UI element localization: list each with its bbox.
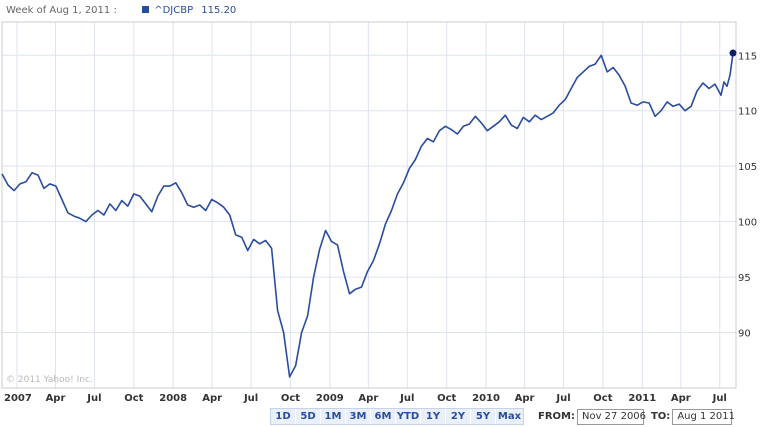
y-tick-label: 95 <box>738 273 751 284</box>
x-tick-label: Jul <box>555 393 570 404</box>
from-label: FROM: <box>538 411 575 422</box>
y-tick-label: 105 <box>738 162 757 173</box>
x-tick-label: Oct <box>593 393 612 404</box>
x-tick-label: Apr <box>46 393 66 404</box>
x-tick-labels: 2007 Apr Jul Oct 2008 Apr Jul Oct 2009 Apr Jul Oct 2… <box>4 393 727 404</box>
x-tick-label: 2009 <box>316 393 344 404</box>
x-tick-label: Jul <box>399 393 414 404</box>
x-tick-label: Oct <box>281 393 300 404</box>
to-date-input[interactable]: Aug 1 2011 <box>672 408 735 425</box>
x-tick-label: Jul <box>712 393 727 404</box>
copyright-text: © 2011 Yahoo! Inc. <box>6 375 93 385</box>
last-value-marker <box>729 49 737 57</box>
range-button-max[interactable]: Max <box>496 409 523 424</box>
from-date-input[interactable]: Nov 27 2006 <box>576 408 646 425</box>
range-button-ytd[interactable]: YTD <box>396 409 421 424</box>
range-button-1d[interactable]: 1D <box>271 409 296 424</box>
range-button-3m[interactable]: 3M <box>346 409 371 424</box>
x-tick-label: 2007 <box>4 393 32 404</box>
x-tick-label: Apr <box>671 393 691 404</box>
range-button-5y[interactable]: 5Y <box>471 409 496 424</box>
y-tick-labels: 90 95 100 105 110 115 <box>738 51 757 339</box>
legend-series-value: 115.20 <box>201 5 237 16</box>
week-label: Week of Aug 1, 2011 : <box>6 5 117 16</box>
y-gridlines <box>2 54 736 334</box>
range-button-1m[interactable]: 1M <box>321 409 346 424</box>
x-tick-label: 2011 <box>628 393 656 404</box>
x-tick-label: 2010 <box>472 393 500 404</box>
date-range-controls: FROM: Nov 27 2006 TO: Aug 1 2011 <box>538 408 735 425</box>
y-tick-label: 110 <box>738 107 757 118</box>
legend-series-name: ^DJCBP <box>154 5 194 16</box>
x-gridlines <box>16 22 721 388</box>
x-tick-label: Oct <box>124 393 143 404</box>
x-tick-label: Oct <box>437 393 456 404</box>
range-button-1y[interactable]: 1Y <box>421 409 446 424</box>
range-button-5d[interactable]: 5D <box>296 409 321 424</box>
x-tick-label: Apr <box>515 393 535 404</box>
range-button-group: 1D 5D 1M 3M 6M YTD 1Y 2Y 5Y Max <box>270 408 524 425</box>
plot-frame <box>1 21 737 389</box>
x-tick-label: Apr <box>202 393 222 404</box>
x-tick-label: Jul <box>243 393 258 404</box>
to-label: TO: <box>650 411 671 422</box>
y-tick-label: 115 <box>738 51 757 62</box>
series-layer <box>1 49 737 378</box>
y-tick-label: 90 <box>738 329 751 340</box>
legend-swatch <box>142 6 150 13</box>
range-button-2y[interactable]: 2Y <box>446 409 471 424</box>
chart-header: Week of Aug 1, 2011 : ^DJCBP 115.20 <box>6 3 236 19</box>
x-tick-label: Apr <box>358 393 378 404</box>
series-line <box>1 52 734 378</box>
x-tick-label: Jul <box>86 393 101 404</box>
range-button-6m[interactable]: 6M <box>371 409 396 424</box>
x-tick-label: 2008 <box>159 393 187 404</box>
y-tick-label: 100 <box>738 218 757 229</box>
